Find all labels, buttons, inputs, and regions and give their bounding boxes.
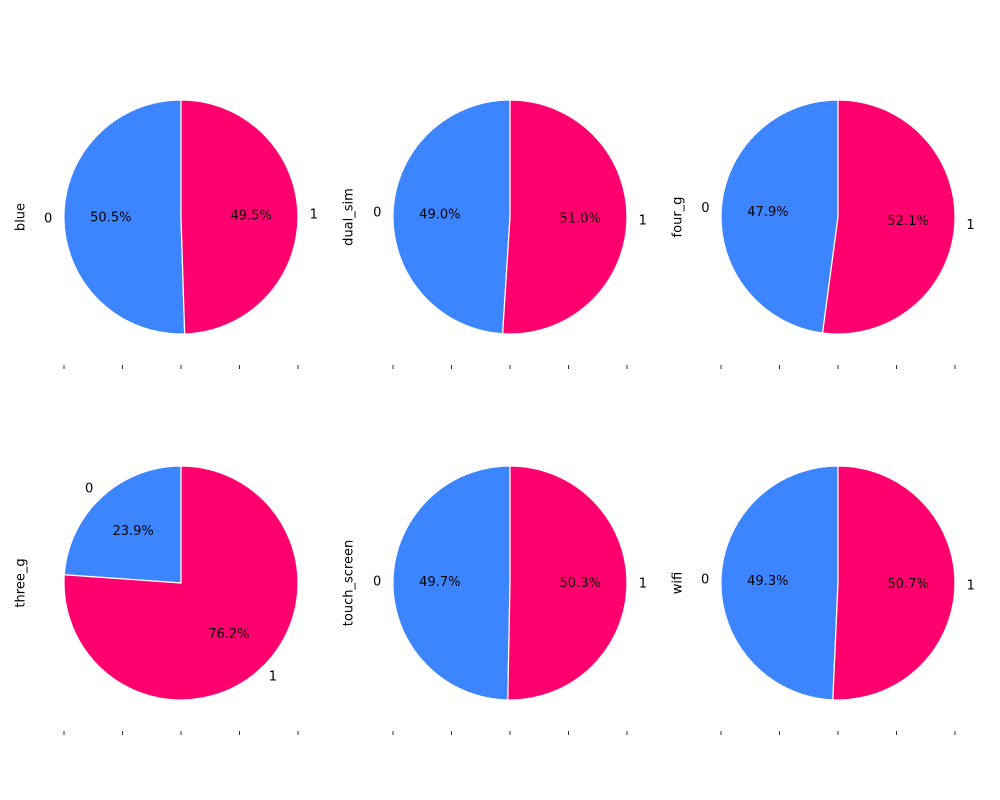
pie-chart-four_g: 47.9% 0 52.1% 1 four_g — [671, 99, 975, 369]
pie-chart-dual_sim: 49.0% 0 51.0% 1 dual_sim — [342, 99, 647, 369]
slice-percent-label: 76.2% — [208, 627, 249, 642]
pie-chart-wifi: 49.3% 0 50.7% 1 wifi — [671, 465, 975, 735]
pie-slice-1 — [63, 465, 299, 701]
pie-slice-1 — [502, 99, 628, 335]
pie-slice-0 — [63, 99, 186, 335]
slice-percent-label: 49.5% — [231, 208, 272, 223]
slice-category-label: 1 — [639, 214, 647, 229]
pie-chart-blue: 50.5% 0 49.5% 1 blue — [14, 99, 318, 369]
pie-ylabel: blue — [14, 203, 29, 231]
slice-percent-label: 49.3% — [747, 574, 788, 589]
pie-slice-1 — [821, 99, 956, 335]
pie-slice-0 — [720, 465, 839, 701]
pie-slice-0 — [63, 465, 182, 584]
pie-slice-0 — [392, 99, 511, 335]
slice-category-label: 0 — [373, 205, 381, 220]
slice-category-label: 1 — [639, 577, 647, 592]
slice-category-label: 1 — [310, 207, 318, 222]
slice-percent-label: 50.5% — [90, 211, 131, 226]
pie-chart-three_g: 23.9% 0 76.2% 1 three_g — [14, 465, 299, 735]
slice-percent-label: 23.9% — [112, 524, 153, 539]
pie-ylabel: four_g — [671, 197, 686, 238]
pie-slice-1 — [832, 465, 956, 701]
slice-category-label: 1 — [269, 670, 277, 685]
slice-percent-label: 47.9% — [747, 205, 788, 220]
pie-ylabel: touch_screen — [342, 540, 357, 626]
pie-slice-0 — [392, 465, 511, 701]
pie-slice-1 — [180, 99, 299, 335]
pie-ylabel: dual_sim — [342, 188, 357, 246]
slice-category-label: 1 — [966, 218, 974, 233]
pie-chart-touch_screen: 49.7% 0 50.3% 1 touch_screen — [342, 465, 647, 735]
slice-category-label: 0 — [701, 201, 709, 216]
slice-percent-label: 50.3% — [560, 576, 601, 591]
pie-ylabel: wifi — [671, 572, 686, 594]
slice-category-label: 0 — [44, 212, 52, 227]
slice-percent-label: 50.7% — [888, 577, 929, 592]
slice-category-label: 0 — [85, 481, 93, 496]
slice-percent-label: 49.0% — [419, 207, 460, 222]
slice-category-label: 0 — [701, 573, 709, 588]
slice-percent-label: 51.0% — [560, 212, 601, 227]
pie-slice-0 — [720, 99, 839, 334]
slice-percent-label: 49.7% — [419, 575, 460, 590]
pie-slice-1 — [507, 465, 628, 701]
slice-percent-label: 52.1% — [887, 214, 928, 229]
slice-category-label: 0 — [373, 574, 381, 589]
slice-category-label: 1 — [967, 578, 975, 593]
pie-ylabel: three_g — [14, 558, 29, 607]
